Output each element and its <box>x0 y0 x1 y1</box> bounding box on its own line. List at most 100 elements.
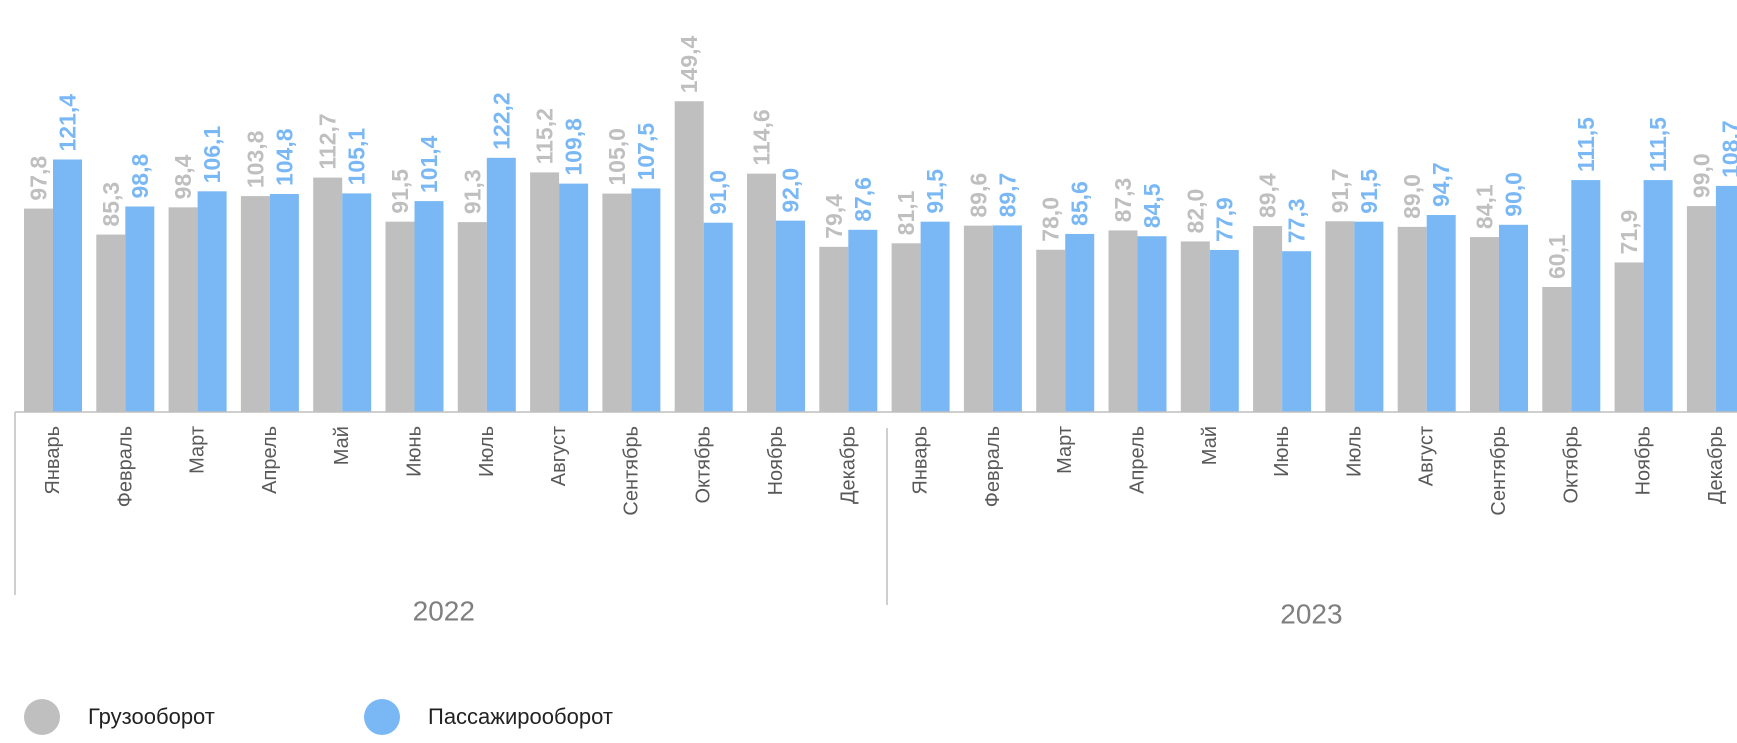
value-label-passenger: 111,5 <box>1573 117 1599 172</box>
category-tick-label: Апрель <box>1127 426 1149 494</box>
category-tick-label: Май <box>1199 426 1221 465</box>
category-tick-label: Май <box>331 426 353 465</box>
bar-passenger <box>1426 215 1456 412</box>
bar-cargo <box>819 246 849 412</box>
bar-passenger <box>414 201 444 412</box>
value-label-cargo: 78,0 <box>1038 197 1064 242</box>
value-label-cargo: 89,0 <box>1399 174 1425 219</box>
value-label-passenger: 87,6 <box>850 177 876 222</box>
category-tick-label: Февраль <box>982 426 1004 507</box>
value-label-cargo: 91,3 <box>459 169 485 214</box>
value-label-passenger: 122,2 <box>488 92 514 150</box>
value-label-cargo: 81,1 <box>893 190 919 235</box>
bar-passenger <box>559 183 589 412</box>
category-tick-labels: Январь Февраль Март Апрель Май Июнь Июль Август… <box>42 426 1727 516</box>
category-tick-label: Ноябрь <box>765 426 787 495</box>
value-label-passenger: 85,6 <box>1067 181 1093 226</box>
legend-label-passenger: Пассажирооборот <box>428 704 613 729</box>
bar-cargo <box>1542 286 1572 412</box>
bar-cargo <box>963 225 993 412</box>
bar-cargo <box>602 193 632 412</box>
category-tick-label: Сентябрь <box>1488 426 1510 516</box>
value-label-cargo: 99,0 <box>1688 153 1714 198</box>
value-label-passenger: 107,5 <box>633 123 659 181</box>
value-label-cargo: 91,7 <box>1327 168 1353 213</box>
bar-passenger <box>486 157 516 412</box>
bar-cargo <box>96 234 126 412</box>
value-label-passenger: 91,5 <box>1356 169 1382 214</box>
category-tick-label: Апрель <box>259 426 281 494</box>
value-label-cargo: 89,6 <box>965 173 991 218</box>
category-tick-label: Февраль <box>114 426 136 507</box>
value-label-cargo: 98,4 <box>170 154 196 199</box>
bar-passenger <box>776 220 805 412</box>
category-tick-label: Июль <box>1343 426 1365 477</box>
bar-cargo <box>1614 262 1644 412</box>
category-tick-label: Январь <box>42 426 64 495</box>
bar-passenger <box>1137 236 1167 412</box>
value-label-cargo: 115,2 <box>532 108 558 164</box>
bar-cargo <box>168 207 198 412</box>
value-label-cargo: 97,8 <box>26 156 52 201</box>
bar-cargo <box>1686 206 1716 412</box>
bar-cargo <box>530 172 560 412</box>
bar-cargo <box>24 208 53 412</box>
bar-cargo <box>1108 230 1138 412</box>
bar-passenger <box>1643 180 1673 412</box>
bar-cargo <box>891 243 921 412</box>
bar-passenger <box>1065 233 1095 412</box>
value-label-passenger: 94,7 <box>1428 162 1454 207</box>
bar-cargo <box>240 196 270 412</box>
bar-cargo <box>747 173 776 412</box>
value-label-cargo: 149,4 <box>676 35 702 93</box>
category-tick-label: Март <box>1054 426 1076 474</box>
value-label-cargo: 103,8 <box>242 130 268 188</box>
bar-passenger <box>342 193 372 412</box>
value-label-passenger: 101,4 <box>416 135 442 193</box>
category-tick-label: Октябрь <box>1560 426 1582 504</box>
value-label-passenger: 91,5 <box>922 169 948 214</box>
value-label-cargo: 114,6 <box>749 109 775 165</box>
value-label-cargo: 60,1 <box>1544 234 1570 279</box>
category-tick-label: Март <box>187 426 209 474</box>
value-label-passenger: 109,8 <box>561 118 587 176</box>
value-label-cargo: 82,0 <box>1182 189 1208 234</box>
legend-item-cargo: Грузооборот <box>24 695 215 739</box>
category-tick-label: Август <box>548 426 570 486</box>
bar-cargo <box>1325 221 1355 412</box>
value-label-passenger: 104,8 <box>271 128 297 186</box>
category-tick-label: Июнь <box>404 426 426 477</box>
bar-passenger <box>197 191 227 412</box>
value-label-cargo: 87,3 <box>1110 178 1136 223</box>
value-label-passenger: 111,5 <box>1645 117 1671 172</box>
value-label-passenger: 106,1 <box>199 126 225 184</box>
year-labels: 2022 2023 <box>413 596 1343 630</box>
bar-cargo <box>1180 241 1210 412</box>
bar-passenger <box>1571 180 1601 412</box>
value-label-cargo: 84,1 <box>1472 184 1498 229</box>
bars-group <box>24 101 1737 413</box>
value-label-passenger: 108,7 <box>1717 120 1737 178</box>
bar-cargo <box>457 222 487 412</box>
value-label-cargo: 112,7 <box>315 113 341 169</box>
category-tick-label: Январь <box>910 426 932 495</box>
bar-passenger <box>269 194 299 412</box>
bar-cargo <box>1397 226 1427 412</box>
category-tick-label: Сентябрь <box>620 426 642 516</box>
value-label-cargo: 71,9 <box>1616 210 1642 255</box>
category-tick-label: Июнь <box>1271 426 1293 477</box>
value-label-passenger: 91,0 <box>705 170 731 215</box>
value-label-passenger: 77,9 <box>1211 197 1237 242</box>
value-label-cargo: 91,5 <box>387 169 413 214</box>
category-tick-label: Ноябрь <box>1633 426 1655 495</box>
bar-passenger <box>920 221 950 412</box>
year-label: 2022 <box>413 596 475 627</box>
bar-passenger <box>703 222 733 412</box>
bar-passenger <box>1499 224 1528 412</box>
bar-cargo <box>385 221 415 412</box>
bar-cargo <box>1253 226 1283 412</box>
bar-cargo <box>674 101 704 413</box>
bar-passenger <box>1715 185 1737 412</box>
bar-cargo <box>1470 237 1499 412</box>
